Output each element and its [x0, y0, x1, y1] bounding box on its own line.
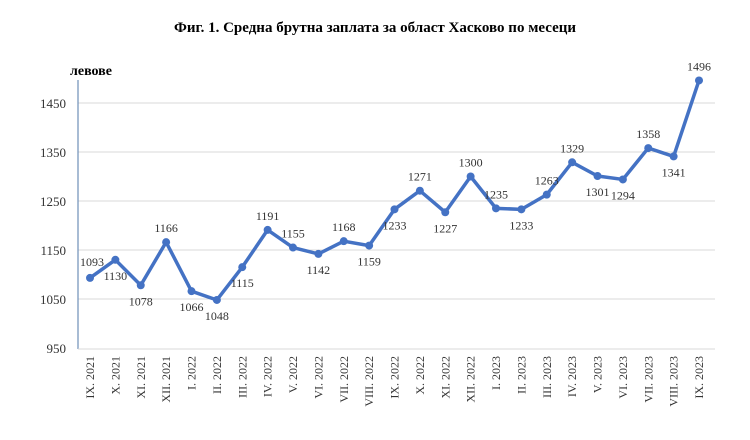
data-point [415, 186, 424, 195]
y-tick-label: 1450 [40, 96, 66, 111]
x-tick-label: VI. 2023 [616, 356, 630, 399]
data-point [365, 241, 374, 250]
data-label: 1300 [459, 156, 483, 170]
data-point [492, 204, 500, 213]
data-label: 1235 [484, 187, 508, 201]
data-label: 1115 [231, 276, 254, 290]
data-label: 1294 [611, 188, 635, 202]
y-tick-label: 1350 [40, 145, 66, 160]
data-point [314, 249, 323, 258]
x-tick-label: III. 2023 [540, 356, 554, 398]
x-tick-label: V. 2022 [286, 356, 300, 393]
data-label: 1166 [154, 221, 178, 235]
data-label: 1155 [281, 227, 305, 241]
data-point [669, 152, 678, 161]
data-point [593, 172, 602, 181]
data-label: 1066 [180, 300, 204, 314]
x-tick-label: IV. 2023 [565, 356, 579, 397]
data-point [289, 243, 297, 252]
data-point [187, 287, 196, 296]
data-point [162, 238, 171, 247]
x-tick-label: I. 2023 [489, 356, 503, 390]
data-label: 1301 [586, 185, 610, 199]
x-tick-label: VIII. 2023 [667, 356, 681, 407]
x-tick-label: X. 2021 [108, 356, 122, 395]
x-tick-label: II. 2023 [514, 356, 528, 394]
data-point [618, 175, 627, 184]
data-label: 1093 [80, 255, 104, 269]
x-tick-label: V. 2023 [591, 356, 605, 393]
data-label: 1168 [332, 220, 356, 234]
data-point [339, 237, 348, 246]
y-tick-label: 1150 [40, 243, 66, 258]
data-point [212, 295, 221, 304]
x-tick-label: XI. 2022 [438, 356, 452, 399]
x-tick-label: III. 2022 [235, 356, 249, 398]
data-point [441, 208, 450, 217]
data-label: 1233 [383, 218, 407, 232]
x-tick-label: X. 2022 [413, 356, 427, 395]
data-label: 1263 [535, 174, 559, 188]
data-point [238, 263, 247, 272]
data-point [263, 225, 272, 234]
x-tick-label: IX. 2022 [388, 356, 402, 399]
data-label: 1227 [433, 221, 457, 235]
x-tick-label: IV. 2022 [261, 356, 275, 397]
x-tick-label: XI. 2021 [134, 356, 148, 399]
x-tick-label: VIII. 2022 [362, 356, 376, 407]
data-point [542, 190, 551, 199]
data-label: 1048 [205, 309, 229, 323]
data-point [517, 205, 526, 214]
y-tick-label: 950 [47, 341, 67, 356]
data-point [466, 172, 475, 181]
x-tick-label: IX. 2023 [692, 356, 706, 399]
data-label: 1271 [408, 170, 432, 184]
x-tick-label: XII. 2022 [464, 356, 478, 403]
data-point [568, 158, 577, 167]
y-tick-label: 1250 [40, 194, 66, 209]
data-label: 1142 [307, 263, 331, 277]
data-label: 1191 [256, 209, 280, 223]
data-point [644, 144, 653, 153]
data-label: 1358 [636, 127, 660, 141]
x-tick-label: VII. 2022 [337, 356, 351, 403]
data-label: 1159 [357, 255, 381, 269]
y-axis-label: левове [70, 64, 112, 79]
data-label: 1329 [560, 141, 584, 155]
y-tick-label: 1050 [40, 292, 66, 307]
data-point [390, 205, 399, 214]
x-tick-label: VI. 2022 [311, 356, 325, 399]
data-label: 1341 [662, 165, 686, 179]
data-point [695, 76, 703, 85]
x-tick-label: VII. 2023 [641, 356, 655, 403]
x-tick-label: II. 2022 [210, 356, 224, 394]
data-label: 1078 [129, 294, 153, 308]
data-point [136, 281, 145, 290]
data-point [86, 273, 94, 282]
x-tick-label: IX. 2021 [83, 356, 97, 399]
data-label: 1496 [687, 59, 711, 73]
x-tick-label: XII. 2021 [159, 356, 173, 403]
x-tick-label: I. 2022 [185, 356, 199, 390]
chart-title: Фиг. 1. Средна брутна заплата за област … [173, 20, 577, 36]
data-label: 1130 [104, 269, 128, 283]
data-point [111, 255, 120, 264]
data-label: 1233 [509, 218, 533, 232]
